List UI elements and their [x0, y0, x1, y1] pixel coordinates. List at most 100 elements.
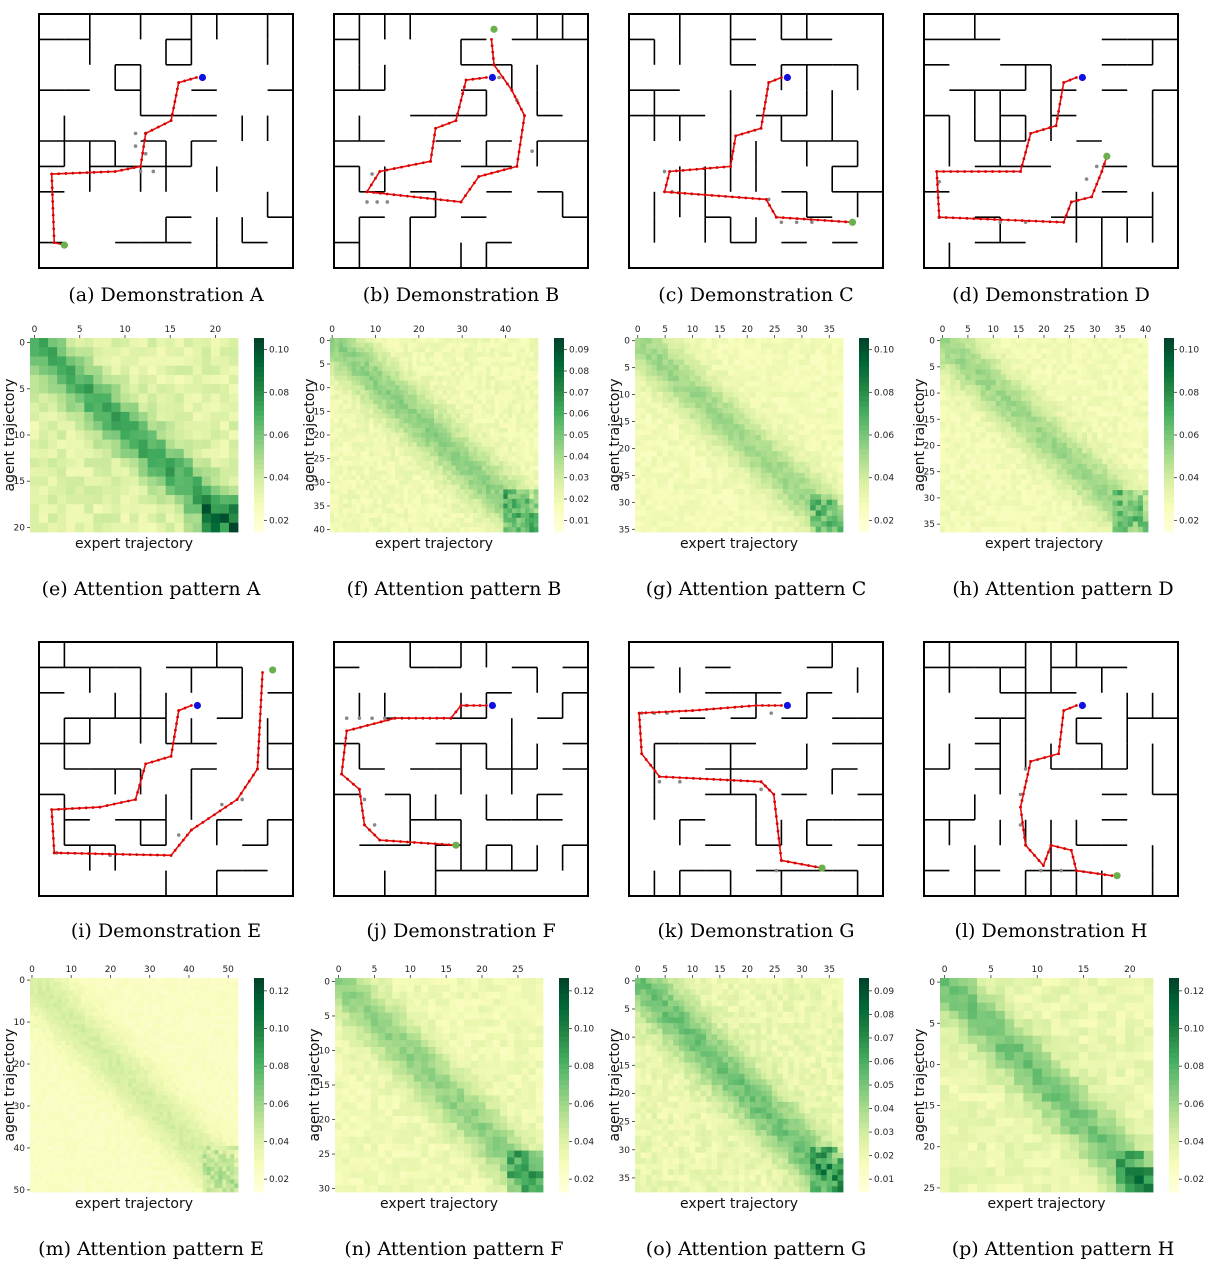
heatmap-cell: [1051, 374, 1058, 381]
heatmap-cell: [490, 342, 496, 348]
heatmap-cell: [334, 489, 340, 495]
heatmap-cell: [782, 413, 789, 420]
heatmap-cell: [382, 446, 387, 452]
heatmap-cell: [464, 479, 470, 486]
agent-step: [937, 215, 941, 219]
heatmap-cell: [695, 381, 702, 387]
heatmap-cell: [464, 361, 470, 367]
heatmap-cell: [728, 461, 734, 468]
y-tick-label: 30: [619, 498, 631, 508]
heatmap-cell: [473, 489, 478, 495]
heatmap-cell: [390, 461, 396, 467]
y-tick-label: 30: [314, 478, 326, 488]
heatmap-cell: [416, 522, 422, 528]
heatmap-cell: [442, 385, 448, 391]
heatmap-cell: [512, 352, 517, 358]
heatmap-cell: [183, 393, 194, 404]
heatmap-cell: [356, 347, 361, 353]
heatmap-cell: [777, 510, 784, 517]
heatmap-cell: [334, 432, 340, 438]
heatmap-cell: [640, 386, 647, 393]
heatmap-cell: [706, 386, 713, 393]
heatmap-cell: [635, 418, 641, 425]
heatmap-cell: [386, 498, 392, 505]
heatmap-cell: [30, 513, 40, 524]
heatmap-cell: [403, 432, 409, 438]
heatmap-cell: [451, 451, 457, 457]
heatmap-cell: [755, 526, 762, 533]
heatmap-cell: [486, 508, 491, 514]
heatmap-cell: [651, 386, 658, 393]
heatmap-cell: [201, 495, 212, 505]
heatmap-cell: [678, 386, 685, 393]
heatmap-cell: [706, 510, 713, 517]
heatmap-cell: [507, 442, 513, 448]
heatmap-cell: [793, 429, 800, 436]
heatmap-cell: [386, 413, 392, 419]
heatmap-cell: [356, 380, 361, 386]
agent-step: [496, 170, 500, 173]
heatmap-cell: [1112, 364, 1118, 370]
heatmap-cell: [640, 440, 647, 447]
heatmap-cell: [810, 478, 817, 484]
heatmap-cell: [434, 342, 439, 348]
heatmap-cell: [481, 451, 487, 457]
heatmap-cell: [201, 374, 212, 385]
heatmap-cell: [421, 380, 426, 386]
heatmap-cell: [1056, 353, 1063, 360]
heatmap-cell: [377, 451, 383, 457]
agent-step: [51, 206, 55, 210]
heatmap-cell: [382, 342, 387, 348]
heatmap-cell: [156, 356, 167, 367]
heatmap-cell: [477, 427, 483, 434]
heatmap-cell: [347, 508, 353, 514]
heatmap-cell: [356, 437, 361, 443]
agent-step: [1083, 197, 1087, 200]
heatmap-cell: [468, 352, 474, 358]
heatmap-cell: [429, 356, 435, 363]
heatmap-cell: [766, 515, 773, 522]
heatmap-cell: [382, 423, 387, 429]
heatmap-cell: [673, 364, 680, 371]
heatmap-cell: [749, 397, 756, 404]
heatmap-cell: [815, 488, 822, 495]
heatmap-cell: [347, 498, 353, 505]
heatmap-cell: [111, 430, 121, 441]
heatmap-cell: [673, 375, 680, 382]
heatmap-cell: [525, 408, 530, 415]
colorbar-label: 0.02: [269, 516, 289, 526]
heatmap-cell: [455, 475, 461, 481]
heatmap-cell: [481, 465, 487, 471]
heatmap-cell: [821, 510, 827, 517]
colorbar-segment: [554, 464, 564, 470]
colorbar-segment: [554, 376, 564, 383]
heatmap-cell: [700, 364, 707, 371]
heatmap-cell: [525, 366, 530, 372]
heatmap-cell: [468, 475, 474, 481]
heatmap-cell: [369, 508, 374, 514]
heatmap-cell: [464, 418, 470, 424]
heatmap-cell: [438, 361, 444, 367]
heatmap-cell: [408, 356, 413, 363]
heatmap-cell: [338, 517, 344, 523]
heatmap-cell: [525, 394, 530, 400]
heatmap-cell: [717, 478, 723, 484]
heatmap-cell: [1056, 364, 1063, 370]
agent-step: [722, 165, 726, 169]
heatmap-cell: [815, 348, 822, 355]
heatmap-cell: [793, 364, 800, 371]
heatmap-cell: [678, 424, 685, 431]
heatmap-cell: [520, 394, 526, 400]
heatmap-cell: [356, 390, 361, 396]
heatmap-cell: [330, 352, 335, 358]
heatmap-cell: [695, 456, 702, 463]
heatmap-cell: [739, 488, 745, 495]
heatmap-cell: [330, 470, 335, 476]
heatmap-cell: [1000, 338, 1007, 344]
heatmap-cell: [455, 418, 461, 424]
heatmap-cell: [460, 465, 465, 471]
heatmap-cell: [755, 467, 762, 474]
heatmap-cell: [356, 418, 361, 424]
heatmap-cell: [425, 408, 431, 415]
heatmap-cell: [533, 404, 539, 410]
